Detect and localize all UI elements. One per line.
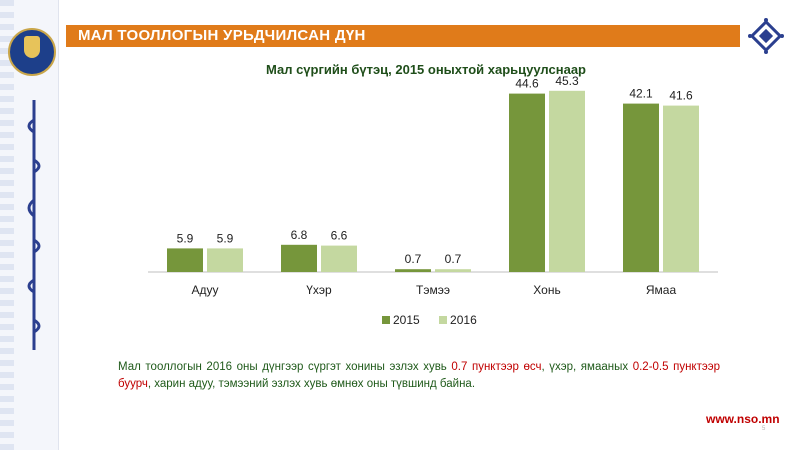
legend-swatch-2016 [439,316,448,324]
chart-legend: 2015 2016 [382,313,493,327]
note-highlight-1: 0.7 пунктээр өсч [451,361,542,373]
data-label-2015-4: 44.6 [515,77,539,91]
data-label-2015-5: 42.1 [629,87,653,101]
soyombo-icon [24,36,40,58]
ornament-border [0,0,14,450]
data-label-2015-1: 5.9 [177,231,194,245]
bar-2015-1 [167,248,203,272]
bar-2015-2 [281,244,317,272]
legend-swatch-2015 [382,316,390,324]
data-label-2016-5: 41.6 [669,89,693,103]
endless-knot-icon [748,18,784,54]
website-link[interactable]: www.nso.mn [706,412,780,426]
bar-2015-4 [509,93,545,272]
slide-title: МАЛ ТООЛЛОГЫН УРЬДЧИЛСАН ДҮН [78,27,366,44]
data-label-2016-2: 6.6 [331,229,348,243]
slide-title-bar: МАЛ ТООЛЛОГЫН УРЬДЧИЛСАН ДҮН [66,25,740,47]
nso-emblem-logo [8,28,56,76]
note-text-2: , үхэр, ямааных [541,361,633,373]
mongolian-script-decoration [27,100,41,350]
x-tick-label-5: Ямаа [646,283,677,297]
data-label-2016-4: 45.3 [555,74,579,88]
data-label-2015-3: 0.7 [405,252,422,266]
legend-item-2015: 2015 [382,313,420,327]
data-label-2016-3: 0.7 [445,252,462,266]
legend-item-2016: 2016 [439,313,477,327]
data-label-2015-2: 6.8 [291,228,308,242]
x-tick-label-4: Хонь [533,283,560,297]
page-number: 5 [762,426,766,432]
summary-note: Мал тооллогын 2016 оны дүнгээр сүргэт хо… [118,359,720,393]
left-decorative-band [0,0,59,450]
bar-2015-3 [395,269,431,272]
bar-2016-4 [549,90,585,272]
note-text-3: , харин адуу, тэмээний эзлэх хувь өмнөх … [147,378,476,390]
legend-label-2016: 2016 [450,313,477,327]
bar-2016-5 [663,105,699,272]
legend-label-2015: 2015 [393,313,420,327]
x-tick-label-1: Адуу [191,283,218,297]
bar-2015-5 [623,103,659,272]
x-tick-label-3: Тэмээ [416,283,450,297]
note-text-1: Мал тооллогын 2016 оны дүнгээр сүргэт хо… [118,361,452,373]
note-highlight-2: 0.2-0.5 пунктээр буурч [118,361,720,390]
bar-2016-2 [321,245,357,272]
bar-2016-1 [207,248,243,272]
chart-title: Мал сүргийн бүтэц, 2015 оныхтой харьцуул… [265,62,586,77]
x-tick-label-2: Үхэр [306,283,332,297]
data-label-2016-1: 5.9 [217,231,234,245]
bar-2016-3 [435,269,471,272]
